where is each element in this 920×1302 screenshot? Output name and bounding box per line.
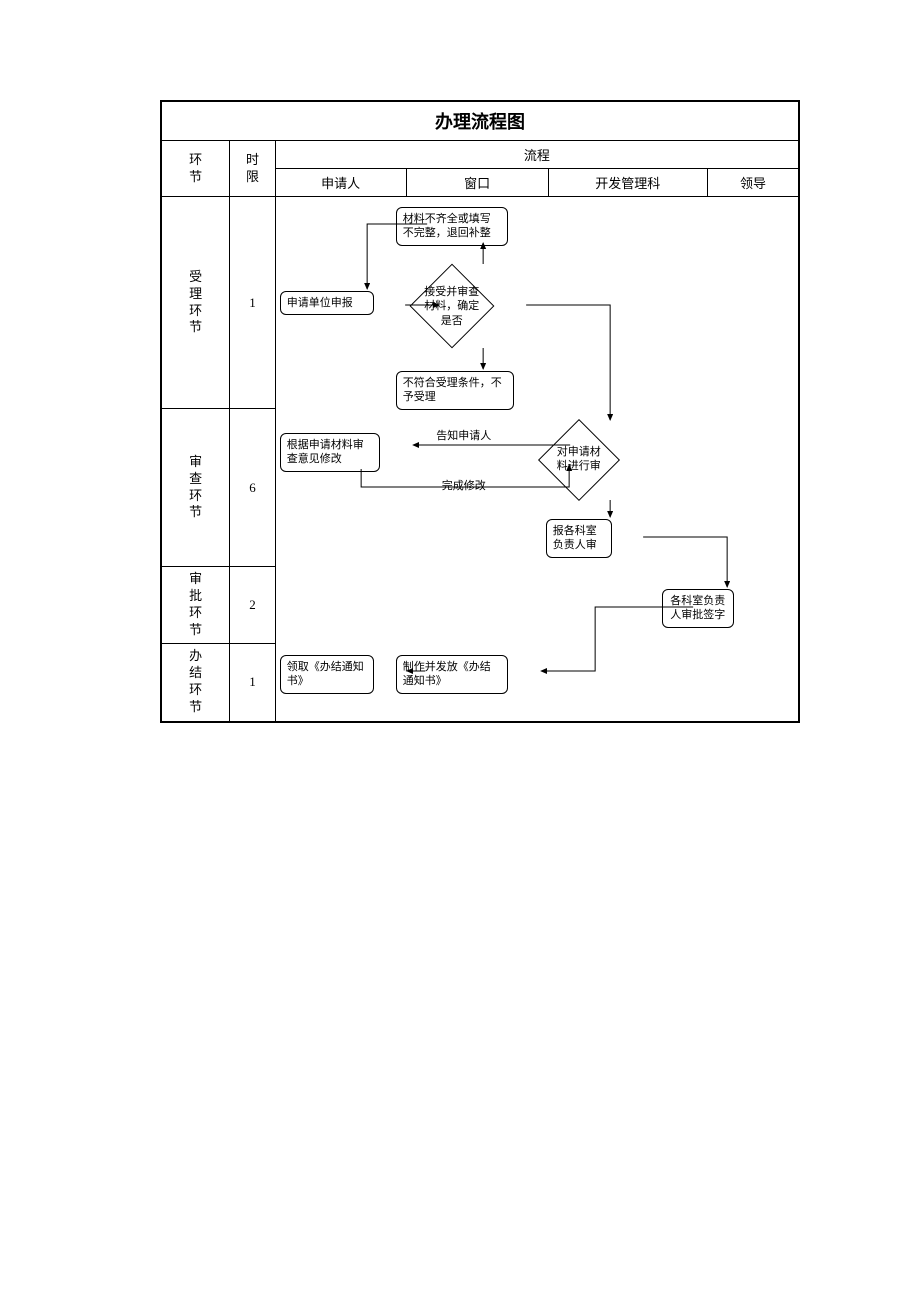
- limit-2: 2: [230, 567, 275, 644]
- node-review-accept: 接受并审查材料，确定是否: [423, 285, 481, 328]
- flowchart-table: 办理流程图 环节 时限 流程 申请人 窗口 开发管理科 领导 受理环节 1 申请…: [161, 101, 799, 722]
- stage-0: 受理环节: [162, 197, 230, 409]
- node-review-accept-wrap: 接受并审查材料，确定是否: [409, 263, 495, 349]
- stage-1: 审查环节: [162, 409, 230, 567]
- subhead-window: 窗口: [406, 169, 548, 197]
- node-return-incomplete: 材料不齐全或填写不完整，退回补整: [396, 207, 508, 246]
- node-get-notice: 领取《办结通知书》: [280, 655, 374, 694]
- flowchart-container: 办理流程图 环节 时限 流程 申请人 窗口 开发管理科 领导 受理环节 1 申请…: [160, 100, 800, 723]
- node-revise: 根据申请材料审查意见修改: [280, 433, 380, 472]
- limit-3: 1: [230, 643, 275, 721]
- title: 办理流程图: [162, 102, 799, 141]
- header-stage: 环节: [162, 141, 230, 197]
- node-dept-review-wrap: 对申请材料进行审: [538, 419, 620, 501]
- node-notify: 告知申请人: [424, 425, 504, 447]
- node-heads-sign: 各科室负责人审批签字: [662, 589, 734, 628]
- node-apply: 申请单位申报: [280, 291, 374, 315]
- node-make-notice: 制作并发放《办结通知书》: [396, 655, 508, 694]
- header-flow: 流程: [275, 141, 798, 169]
- flow-cell: 申请单位申报 材料不齐全或填写不完整，退回补整 接受并审查材料，确定是否 不符合…: [275, 197, 798, 722]
- flow-area: 申请单位申报 材料不齐全或填写不完整，退回补整 接受并审查材料，确定是否 不符合…: [276, 197, 798, 711]
- node-report-heads: 报各科室负责人审: [546, 519, 612, 558]
- subhead-applicant: 申请人: [275, 169, 406, 197]
- subhead-dept: 开发管理科: [548, 169, 707, 197]
- header-limit: 时限: [230, 141, 275, 197]
- subhead-leader: 领导: [707, 169, 798, 197]
- limit-0: 1: [230, 197, 275, 409]
- limit-1: 6: [230, 409, 275, 567]
- node-reject: 不符合受理条件，不予受理: [396, 371, 514, 410]
- stage-2: 审批环节: [162, 567, 230, 644]
- stage-3: 办结环节: [162, 643, 230, 721]
- node-complete-revise: 完成修改: [424, 475, 504, 497]
- node-dept-review: 对申请材料进行审: [552, 445, 606, 474]
